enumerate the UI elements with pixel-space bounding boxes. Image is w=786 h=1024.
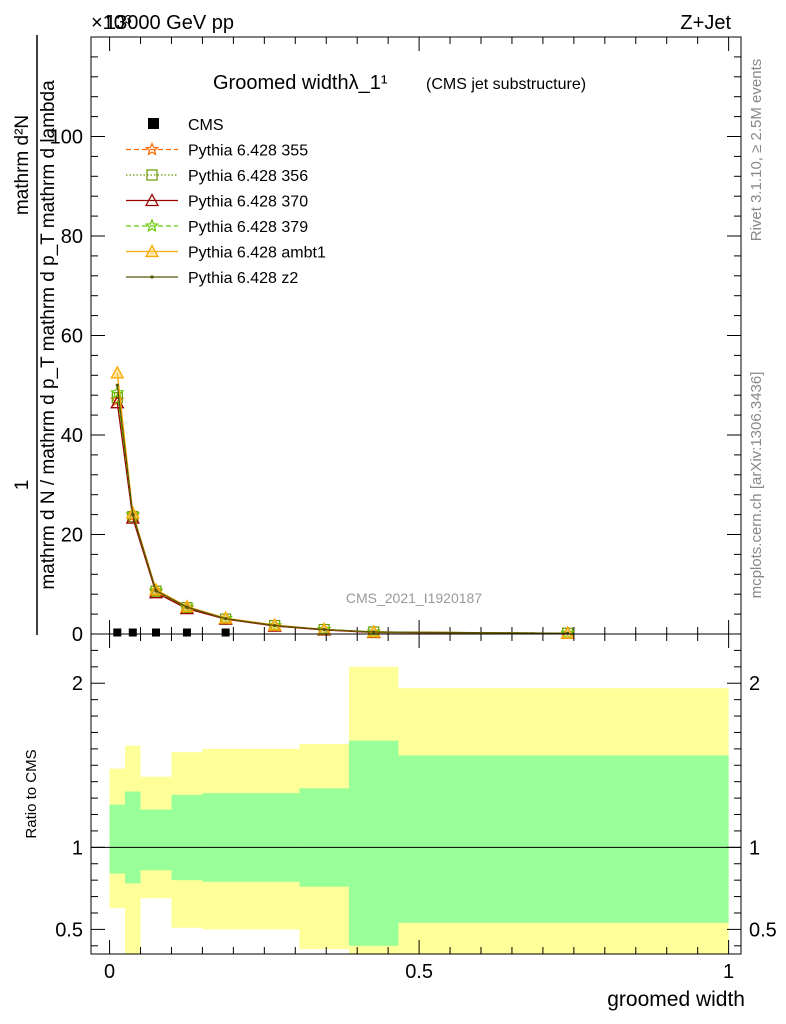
legend-label: Pythia 6.428 z2 [188,270,298,287]
y-tick-label: 0 [72,624,83,646]
data-point-marker [144,193,160,207]
data-point-marker [154,589,158,593]
ratio-band-inner [140,809,172,871]
legend-entry: Pythia 6.428 379 [126,218,308,236]
y-tick-label: 100 [50,127,83,149]
y-tick-label: 20 [61,525,83,547]
y-tick-label: 40 [61,425,83,447]
legend-entry: Pythia 6.428 z2 [126,270,298,287]
ratio-band-inner [348,740,399,946]
ratio-y-axis-label: Ratio to CMS [23,749,40,838]
data-point-marker [144,244,160,258]
data-point-marker [322,627,326,632]
ratio-bands [91,666,741,954]
ratio-y-tick-label: 1 [72,837,83,859]
chart-title: Groomed widthλ_1¹ [213,72,388,94]
series-0 [113,628,230,637]
legend: CMS Pythia 6.428 355 Pythia 6.428 356 Pythi… [126,117,326,287]
legend-entry: Pythia 6.428 ambt1 [126,244,326,262]
x-tick-label: 0 [104,961,115,983]
x-tick-label: 0.5 [405,961,433,983]
x-tick-label: 1 [723,961,734,983]
y-axis-label-denominator: mathrm d N / mathrm d p_T mathrm d p_T m… [38,80,59,590]
ratio-plot-ticks: 0.5 0.5 1 1 2 2 0 0.5 1 [55,634,777,983]
legend-entry: CMS [148,117,224,134]
legend-label: Pythia 6.428 355 [188,143,308,160]
legend-label: Pythia 6.428 370 [188,194,308,211]
data-point-marker [115,383,119,387]
data-point-marker [224,616,228,621]
ratio-band-inner [125,791,141,884]
header-left-label: 13000 GeV pp [105,12,234,34]
data-point-marker [372,630,376,634]
ratio-band-inner [398,755,729,923]
legend-marker [148,118,159,129]
main-plot-series [110,365,575,640]
data-point-marker [273,623,277,628]
data-point-marker [182,628,191,637]
legend-entry: Pythia 6.428 356 [126,168,308,185]
legend-label: Pythia 6.428 356 [188,168,308,185]
ratio-plot-frame [90,633,742,955]
data-point-marker [144,218,160,233]
data-point-marker [111,392,123,404]
legend-label: Pythia 6.428 ambt1 [188,245,326,262]
y-tick-label: 60 [61,326,83,348]
series-6 [115,383,570,635]
y-axis-label-numerator: mathrm d²N [12,115,33,215]
y-axis-label: mathrm d²N 1 mathrm d N / mathrm d p_T m… [12,35,59,635]
data-point-marker [110,385,125,399]
main-plot-frame [90,36,742,635]
legend-entry: Pythia 6.428 355 [126,141,308,160]
x-axis-label: groomed width [607,988,745,1011]
main-plot-ticks: 0 20 40 60 80 100 [50,37,741,646]
rivet-version-label: Rivet 3.1.10, ≥ 2.5M events [748,59,765,242]
ratio-y-tick-label: 0.5 [55,919,83,941]
legend-entry: Pythia 6.428 370 [126,193,308,211]
header-exponent: ×10³ [91,12,132,34]
data-point-marker [128,628,137,637]
ratio-y-tick-label-right: 2 [749,673,760,695]
data-point-marker [152,628,160,637]
data-point-marker [110,365,125,379]
ratio-band-inner [171,794,203,881]
data-point-marker [131,513,135,517]
data-point-marker [144,141,160,156]
data-point-marker [221,628,230,637]
data-point-marker [146,169,158,181]
ratio-plot-panel: 0.5 0.5 1 1 2 2 0 0.5 1 [55,633,777,983]
legend-label: CMS [188,117,224,134]
ratio-y-tick-label: 2 [72,673,83,695]
ratio-y-tick-label-right: 0.5 [749,919,777,941]
ratio-y-tick-label-right: 1 [749,837,760,859]
analysis-watermark: CMS_2021_I1920187 [346,590,482,606]
ratio-band-inner [202,793,300,882]
data-point-marker [185,605,189,609]
chart-title-suffix: (CMS jet substructure) [426,76,586,93]
ratio-band-inner [109,804,126,874]
data-point-marker [150,275,154,279]
ratio-band-inner [299,788,349,887]
mcplots-reference-label: mcplots.cern.ch [arXiv:1306.3436] [748,372,765,599]
main-plot-panel: 0 20 40 60 80 100 [50,36,742,646]
header-right-label: Z+Jet [680,12,731,34]
legend-label: Pythia 6.428 379 [188,219,308,236]
y-tick-label: 80 [61,226,83,248]
data-point-marker [113,628,122,637]
y-axis-label-one: 1 [12,480,33,491]
